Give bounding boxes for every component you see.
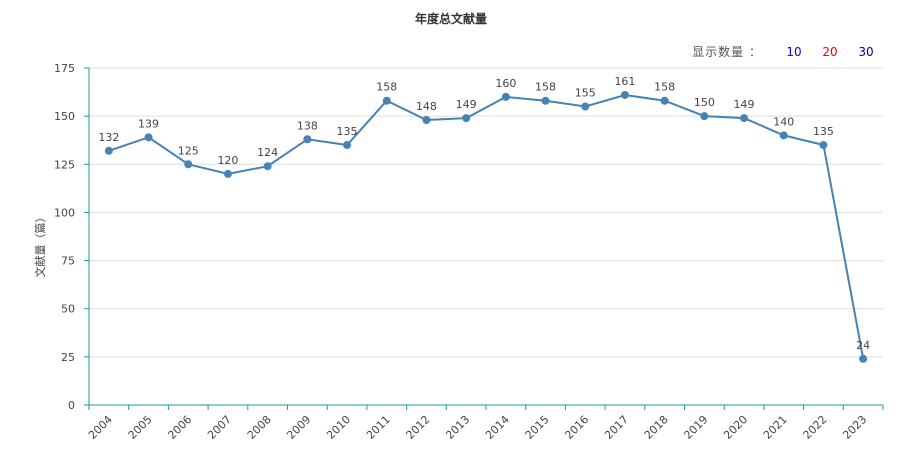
data-point[interactable] bbox=[740, 114, 749, 123]
x-tick-label: 2015 bbox=[523, 413, 552, 442]
x-tick-label: 2005 bbox=[126, 413, 155, 442]
data-point[interactable] bbox=[144, 133, 153, 142]
y-tick-label: 150 bbox=[54, 110, 75, 123]
data-point[interactable] bbox=[501, 92, 510, 101]
y-tick-label: 125 bbox=[54, 158, 75, 171]
data-label: 158 bbox=[535, 81, 556, 94]
axes bbox=[88, 68, 883, 406]
y-tick-label: 50 bbox=[61, 303, 75, 316]
data-point[interactable] bbox=[581, 102, 590, 111]
data-point[interactable] bbox=[223, 169, 232, 178]
display-count-selector: 显示数量 ： 10 20 30 bbox=[692, 43, 884, 60]
x-tick-label: 2013 bbox=[443, 413, 472, 442]
x-tick-label: 2009 bbox=[284, 413, 313, 442]
data-labels: 132 139 125 120 124 138 135 158 148 149 160 158 155 1… bbox=[98, 75, 870, 352]
data-point[interactable] bbox=[343, 141, 352, 150]
x-tick-label: 2019 bbox=[681, 413, 710, 442]
data-label: 160 bbox=[495, 77, 516, 90]
x-tick-label: 2021 bbox=[761, 413, 790, 442]
y-tick-label: 25 bbox=[61, 351, 75, 364]
grid-lines bbox=[89, 67, 883, 358]
y-tick-label: 75 bbox=[61, 255, 75, 268]
data-point[interactable] bbox=[779, 131, 788, 140]
data-point[interactable] bbox=[700, 112, 709, 121]
data-label: 139 bbox=[138, 117, 159, 130]
data-point[interactable] bbox=[104, 146, 113, 155]
data-point[interactable] bbox=[422, 115, 431, 124]
data-points bbox=[104, 90, 868, 363]
y-axis-label: 文献量（篇） bbox=[33, 212, 47, 278]
data-label: 135 bbox=[813, 125, 834, 138]
display-count-option-20[interactable]: 20 bbox=[822, 44, 838, 59]
data-point[interactable] bbox=[303, 135, 312, 144]
x-tick-label: 2010 bbox=[324, 413, 353, 442]
x-tick-label: 2007 bbox=[205, 413, 234, 442]
x-tick-label: 2014 bbox=[483, 413, 512, 442]
data-point[interactable] bbox=[620, 90, 629, 99]
y-tick-label: 175 bbox=[54, 62, 75, 75]
display-count-label: 显示数量 ： bbox=[692, 45, 762, 59]
data-label: 124 bbox=[257, 146, 278, 159]
data-point[interactable] bbox=[819, 141, 828, 150]
data-point[interactable] bbox=[660, 96, 669, 105]
data-point[interactable] bbox=[184, 160, 193, 169]
data-point[interactable] bbox=[462, 114, 471, 123]
data-label: 138 bbox=[297, 119, 318, 132]
data-label: 132 bbox=[98, 131, 119, 144]
x-tick-label: 2012 bbox=[404, 413, 433, 442]
series-line bbox=[108, 93, 865, 359]
x-tick-label: 2008 bbox=[245, 413, 274, 442]
data-label: 125 bbox=[178, 144, 199, 157]
y-axis-ticks: 0 25 50 75 100 125 150 175 bbox=[54, 62, 89, 412]
data-label: 150 bbox=[694, 96, 715, 109]
x-tick-label: 2023 bbox=[840, 413, 869, 442]
data-point[interactable] bbox=[859, 354, 868, 363]
x-tick-label: 2016 bbox=[562, 413, 591, 442]
display-count-option-10[interactable]: 10 bbox=[786, 44, 802, 59]
data-label: 161 bbox=[614, 75, 635, 88]
x-tick-label: 2020 bbox=[721, 413, 750, 442]
x-tick-label: 2011 bbox=[364, 413, 393, 442]
data-label: 149 bbox=[734, 98, 755, 111]
chart-title: 年度总文献量 bbox=[414, 12, 487, 26]
data-point[interactable] bbox=[382, 96, 391, 105]
data-label: 149 bbox=[456, 98, 477, 111]
x-tick-label: 2022 bbox=[801, 413, 830, 442]
data-label: 24 bbox=[856, 339, 870, 352]
data-label: 148 bbox=[416, 100, 437, 113]
data-label: 135 bbox=[337, 125, 358, 138]
data-label: 155 bbox=[575, 87, 596, 100]
data-label: 158 bbox=[376, 81, 397, 94]
display-count-option-30[interactable]: 30 bbox=[858, 44, 874, 59]
x-axis-ticks: 2004 2005 2006 2007 2008 2009 2010 2011 2012 2013… bbox=[86, 405, 884, 442]
y-tick-label: 0 bbox=[68, 399, 75, 412]
data-point[interactable] bbox=[263, 162, 272, 171]
x-tick-label: 2018 bbox=[642, 413, 671, 442]
data-label: 120 bbox=[217, 154, 238, 167]
data-label: 140 bbox=[773, 115, 794, 128]
x-tick-label: 2006 bbox=[165, 413, 194, 442]
data-label: 158 bbox=[654, 81, 675, 94]
x-tick-label: 2004 bbox=[86, 413, 115, 442]
y-tick-label: 100 bbox=[54, 206, 75, 219]
x-tick-label: 2017 bbox=[602, 413, 631, 442]
data-point[interactable] bbox=[541, 96, 550, 105]
